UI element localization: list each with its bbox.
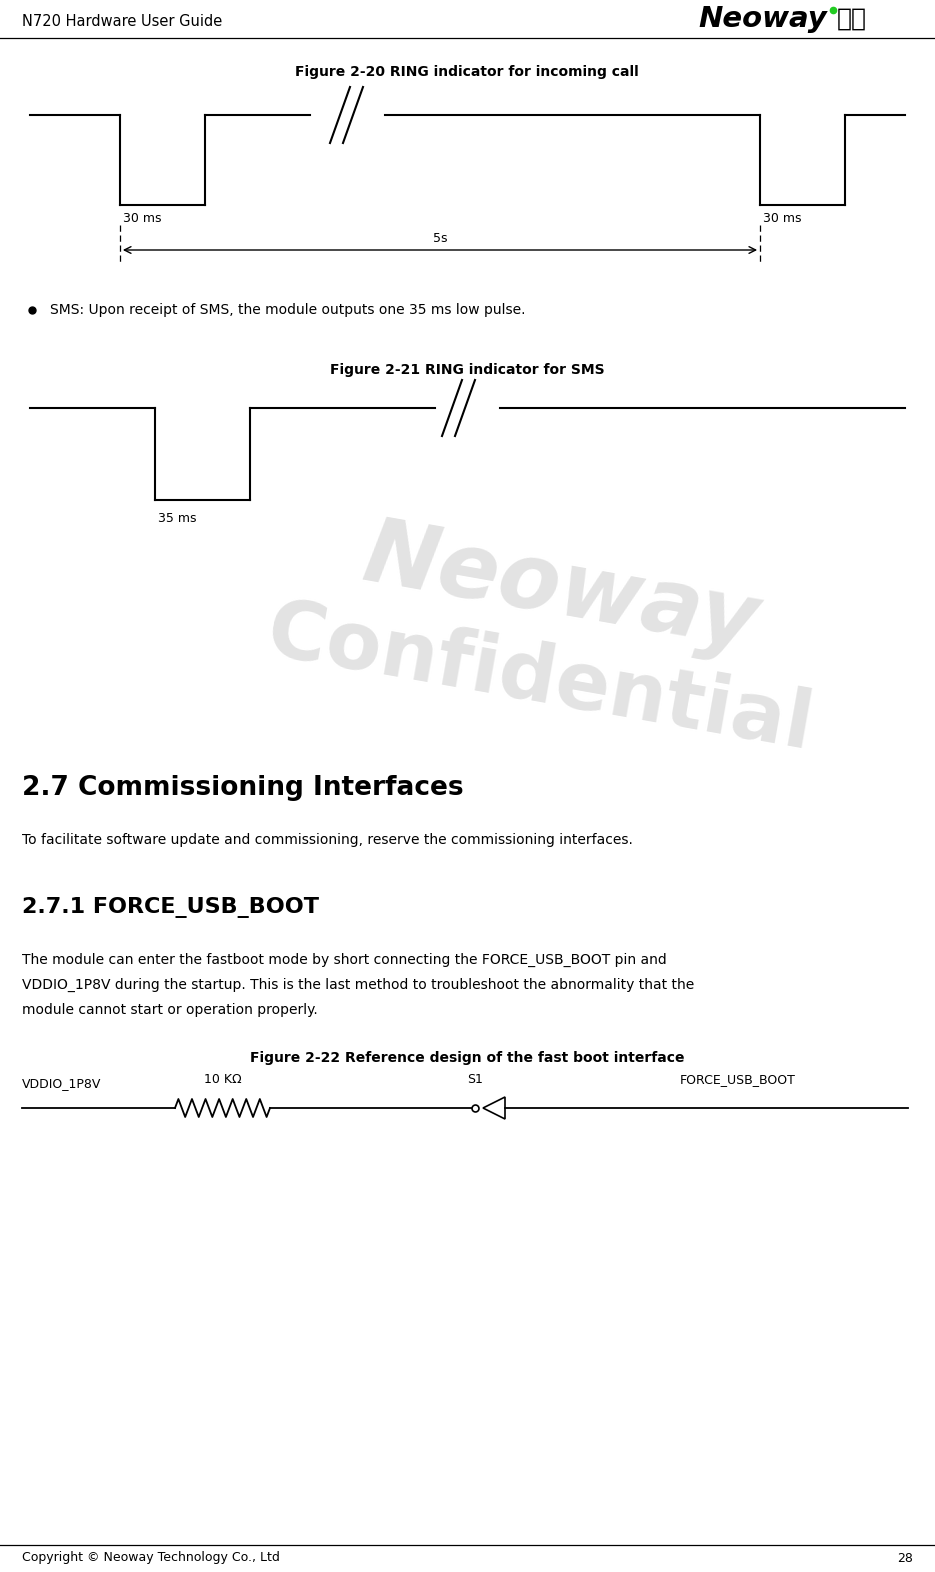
Text: Neoway: Neoway — [698, 5, 827, 33]
Text: Confidential: Confidential — [262, 594, 819, 766]
Text: 30 ms: 30 ms — [123, 212, 162, 225]
Text: Figure 2-22 Reference design of the fast boot interface: Figure 2-22 Reference design of the fast… — [250, 1052, 684, 1064]
Text: module cannot start or operation properly.: module cannot start or operation properl… — [22, 1003, 318, 1017]
Text: FORCE_USB_BOOT: FORCE_USB_BOOT — [680, 1074, 796, 1086]
Text: 5s: 5s — [433, 233, 447, 245]
Text: Figure 2-21 RING indicator for SMS: Figure 2-21 RING indicator for SMS — [330, 363, 604, 377]
Text: Neoway: Neoway — [356, 512, 764, 668]
Text: The module can enter the fastboot mode by short connecting the FORCE_USB_BOOT pi: The module can enter the fastboot mode b… — [22, 953, 667, 967]
Text: 30 ms: 30 ms — [763, 212, 801, 225]
Text: S1: S1 — [468, 1074, 483, 1086]
Text: SMS: Upon receipt of SMS, the module outputs one 35 ms low pulse.: SMS: Upon receipt of SMS, the module out… — [50, 303, 525, 318]
Text: 35 ms: 35 ms — [158, 511, 196, 525]
Text: 28: 28 — [897, 1552, 913, 1564]
Text: 2.7.1 FORCE_USB_BOOT: 2.7.1 FORCE_USB_BOOT — [22, 898, 319, 918]
Text: To facilitate software update and commissioning, reserve the commissioning inter: To facilitate software update and commis… — [22, 833, 633, 847]
Text: 2.7 Commissioning Interfaces: 2.7 Commissioning Interfaces — [22, 775, 464, 802]
Text: VDDIO_1P8V: VDDIO_1P8V — [22, 1077, 101, 1089]
Text: Copyright © Neoway Technology Co., Ltd: Copyright © Neoway Technology Co., Ltd — [22, 1552, 280, 1564]
Text: 10 KΩ: 10 KΩ — [204, 1074, 241, 1086]
Text: Figure 2-20 RING indicator for incoming call: Figure 2-20 RING indicator for incoming … — [295, 64, 639, 79]
Text: N720 Hardware User Guide: N720 Hardware User Guide — [22, 14, 223, 30]
Text: 有方: 有方 — [837, 6, 867, 31]
Text: VDDIO_1P8V during the startup. This is the last method to troubleshoot the abnor: VDDIO_1P8V during the startup. This is t… — [22, 978, 695, 992]
